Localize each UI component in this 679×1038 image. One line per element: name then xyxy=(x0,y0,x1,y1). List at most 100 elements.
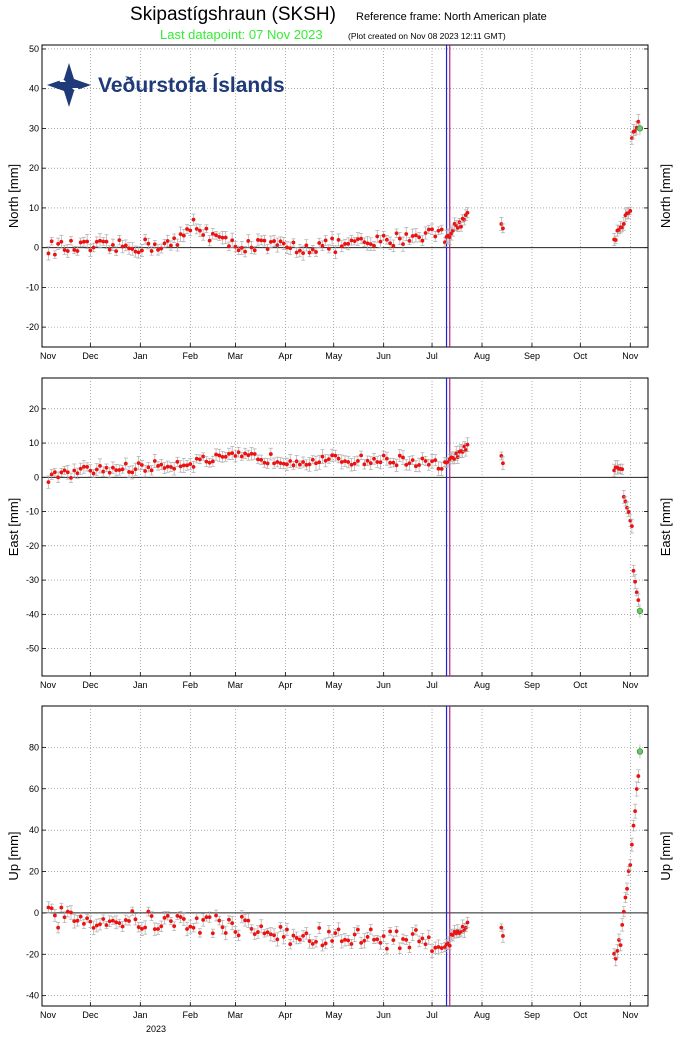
data-point xyxy=(326,247,331,251)
data-point xyxy=(59,905,64,910)
data-point xyxy=(181,463,186,468)
data-point xyxy=(372,243,376,248)
data-point xyxy=(233,930,238,934)
data-point xyxy=(185,227,189,231)
data-point xyxy=(127,470,131,474)
data-point xyxy=(120,244,125,249)
data-point xyxy=(46,251,51,256)
data-point xyxy=(220,454,225,459)
x-tick-label: Oct xyxy=(573,680,588,690)
data-point xyxy=(320,943,325,948)
data-point xyxy=(407,461,412,466)
data-point xyxy=(140,248,144,253)
data-point xyxy=(439,946,444,950)
data-point xyxy=(625,886,629,891)
data-point xyxy=(317,926,322,930)
data-point xyxy=(65,909,70,914)
data-point xyxy=(169,919,173,924)
data-point xyxy=(307,462,312,467)
y-tick-label: 0 xyxy=(34,908,39,918)
x-tick-label: Aug xyxy=(474,1010,490,1020)
data-point xyxy=(249,926,254,931)
x-tick-label: Apr xyxy=(278,680,292,690)
data-point xyxy=(628,209,633,213)
data-point xyxy=(346,938,351,943)
data-point xyxy=(294,936,299,940)
x-tick-label: Feb xyxy=(183,1010,199,1020)
data-point xyxy=(91,471,96,476)
data-point xyxy=(49,472,54,477)
data-point xyxy=(136,925,141,930)
data-point xyxy=(446,460,451,465)
data-point xyxy=(94,923,99,928)
data-point xyxy=(404,232,409,236)
data-point xyxy=(143,237,148,242)
data-point xyxy=(381,934,386,939)
data-point xyxy=(207,238,212,243)
data-point xyxy=(394,231,399,236)
data-point xyxy=(165,913,170,918)
data-point xyxy=(410,234,415,238)
data-point xyxy=(46,480,51,485)
data-point xyxy=(88,468,93,473)
x-tick-label: Dec xyxy=(82,680,99,690)
data-point xyxy=(414,233,418,238)
data-point xyxy=(368,242,373,247)
data-point xyxy=(146,909,151,914)
data-point xyxy=(198,457,202,462)
data-point xyxy=(201,918,206,922)
y-tick-label: 20 xyxy=(29,404,39,414)
data-point xyxy=(304,931,309,936)
data-point xyxy=(420,238,425,243)
data-point xyxy=(501,226,505,231)
y-tick-label: -30 xyxy=(26,575,39,585)
data-point xyxy=(123,243,128,248)
data-point xyxy=(239,245,244,250)
data-series xyxy=(46,437,644,618)
y-tick-label: -10 xyxy=(26,507,39,517)
data-point xyxy=(433,945,438,950)
data-point xyxy=(436,945,441,949)
y-tick-label: 30 xyxy=(29,123,39,133)
y-tick-label: -50 xyxy=(26,644,39,654)
data-point xyxy=(372,456,376,461)
plot-frame xyxy=(41,44,649,348)
data-point xyxy=(262,238,267,243)
data-point xyxy=(388,241,393,246)
data-point xyxy=(56,475,61,480)
data-point xyxy=(223,454,228,459)
data-point xyxy=(256,238,260,242)
data-point xyxy=(256,930,260,934)
data-point xyxy=(188,462,193,466)
data-point xyxy=(629,842,634,847)
data-point xyxy=(210,459,215,464)
data-point xyxy=(301,933,305,938)
data-point xyxy=(252,248,257,253)
data-point xyxy=(217,453,222,458)
data-point xyxy=(323,238,328,243)
data-point xyxy=(98,238,102,243)
data-point xyxy=(220,925,225,930)
data-point xyxy=(620,467,625,472)
x-tick-label: Feb xyxy=(183,680,199,690)
data-point xyxy=(233,454,238,458)
y-tick-label: -20 xyxy=(26,949,39,959)
data-point xyxy=(69,910,73,915)
data-point xyxy=(194,456,199,461)
data-point xyxy=(391,938,396,943)
data-point xyxy=(460,449,465,454)
data-point xyxy=(94,239,99,244)
data-point xyxy=(194,916,199,921)
data-point xyxy=(430,227,434,232)
data-point xyxy=(620,225,625,230)
data-point xyxy=(169,243,173,248)
data-point xyxy=(243,451,247,456)
data-point xyxy=(111,465,115,470)
data-point xyxy=(94,467,99,472)
data-point xyxy=(465,442,470,447)
data-point xyxy=(140,463,144,467)
data-point xyxy=(365,458,370,463)
data-point xyxy=(98,464,102,468)
data-point xyxy=(194,227,199,231)
data-point xyxy=(423,231,428,235)
